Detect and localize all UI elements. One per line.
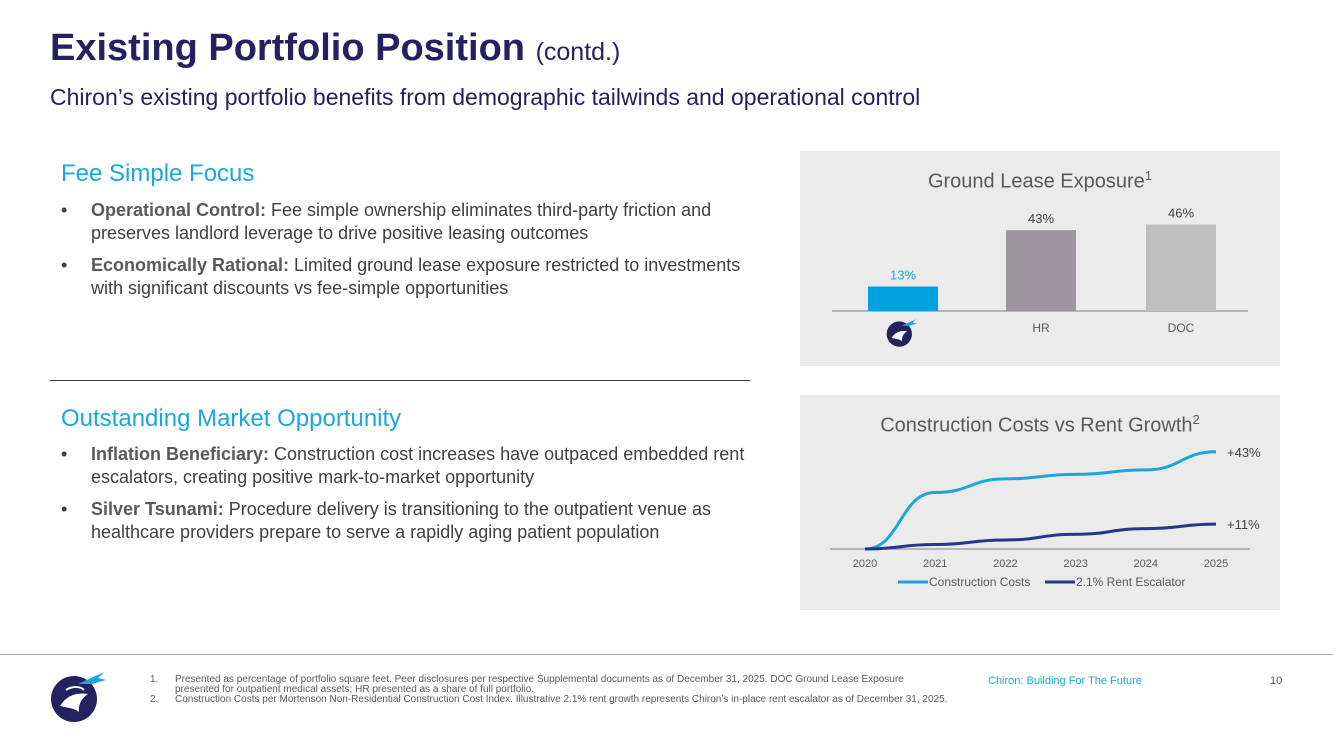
- bullet-dot: •: [61, 255, 68, 275]
- bar-chart-title: Ground Lease Exposure1: [927, 168, 1153, 193]
- x-tick-label: 2024: [1134, 558, 1158, 570]
- footnote-text: Construction Costs per Mortenson Non-Res…: [175, 694, 948, 705]
- line-chart-title: Construction Costs vs Rent Growth2: [880, 412, 1200, 437]
- bar: [868, 286, 938, 311]
- series-line: [864, 522, 1217, 551]
- bar-chart: 13% 43% HR 46% DOC: [832, 206, 1248, 347]
- footnote-ref: 2: [1192, 412, 1200, 427]
- logo-figure: [891, 331, 907, 342]
- footnote-item: 2. Construction Costs per Mortenson Non-R…: [150, 695, 950, 705]
- bar: [1006, 230, 1076, 311]
- footnote-item: 1. Presented as percentage of portfolio s…: [150, 675, 950, 695]
- x-tick-label: 2025: [1204, 558, 1228, 570]
- bar-data-label: 43%: [1028, 211, 1054, 226]
- footer-divider: [0, 654, 1333, 655]
- page-subtitle: Chiron’s existing portfolio benefits fro…: [50, 84, 921, 110]
- series-end-label: +43%: [1227, 445, 1261, 460]
- bullet-item: • Inflation Beneficiary: Construction cos…: [61, 443, 751, 489]
- bullet-term: Silver Tsunami:: [91, 499, 224, 519]
- bar: [1146, 224, 1216, 311]
- footnotes: 1. Presented as percentage of portfolio s…: [150, 675, 950, 705]
- x-tick-label: 2020: [853, 558, 877, 570]
- x-tick-label: 2022: [993, 558, 1017, 570]
- x-tick-label: 2021: [923, 558, 947, 570]
- bullet-text: Procedure delivery is transitioning to t…: [91, 499, 712, 542]
- bullet-text: Limited ground lease exposure restricted…: [91, 255, 741, 298]
- legend-label: Construction Costs: [929, 575, 1030, 589]
- footnote-ref: 1: [1144, 168, 1153, 183]
- footnote-number: 2.: [150, 694, 159, 705]
- legend-label: 2.1% Rent Escalator: [1076, 575, 1185, 589]
- bullet-dot: •: [61, 499, 68, 519]
- ground-lease-panel: Ground Lease Exposure1 13% 43% HR 46% DOC: [800, 151, 1280, 366]
- footer-brand-text: Chiron: Building For The Future: [988, 675, 1142, 687]
- footnote-text: Presented as percentage of portfolio squ…: [175, 674, 904, 695]
- bullet-term: Economically Rational:: [91, 255, 290, 275]
- page-title: Existing Portfolio Position (contd.): [50, 27, 621, 69]
- section-heading-market-opportunity: Outstanding Market Opportunity: [61, 405, 402, 432]
- bullet-item: • Economically Rational: Limited ground l…: [61, 254, 751, 300]
- bar-category-label: DOC: [1168, 321, 1195, 335]
- bullet-text: Fee simple ownership eliminates third-pa…: [91, 200, 712, 243]
- series-end-label: +11%: [1227, 517, 1260, 532]
- bullet-dot: •: [61, 200, 68, 220]
- bullet-item: • Silver Tsunami: Procedure delivery is t…: [61, 498, 751, 544]
- bar-category-label: HR: [1032, 321, 1050, 335]
- bar-data-label: 13%: [890, 268, 916, 283]
- bullet-item: • Operational Control: Fee simple ownersh…: [61, 199, 751, 245]
- section-divider: [50, 380, 750, 381]
- market-opportunity-bullets: • Inflation Beneficiary: Construction cos…: [61, 443, 751, 553]
- bullet-term: Operational Control:: [91, 200, 266, 220]
- bullet-term: Inflation Beneficiary:: [91, 444, 270, 464]
- x-tick-label: 2023: [1063, 558, 1087, 570]
- footnote-number: 1.: [150, 674, 159, 685]
- construction-costs-panel: Construction Costs vs Rent Growth2 2020 2…: [800, 395, 1280, 610]
- bullet-text: Construction cost increases have outpace…: [91, 444, 745, 487]
- series-line: [864, 450, 1217, 551]
- page-number: 10: [1270, 675, 1283, 687]
- bullet-dot: •: [61, 444, 68, 464]
- logo-arrow: [901, 319, 917, 326]
- chiron-logo-icon: [51, 672, 106, 722]
- section-heading-fee-simple: Fee Simple Focus: [61, 160, 255, 187]
- fee-simple-bullets: • Operational Control: Fee simple ownersh…: [61, 199, 751, 309]
- chiron-logo-icon: [886, 319, 917, 347]
- bar-data-label: 46%: [1168, 206, 1194, 221]
- title-suffix: (contd.): [535, 38, 621, 66]
- line-chart: 2020 2021 2022 2023 2024 2025 +43% Construction…: [830, 445, 1261, 589]
